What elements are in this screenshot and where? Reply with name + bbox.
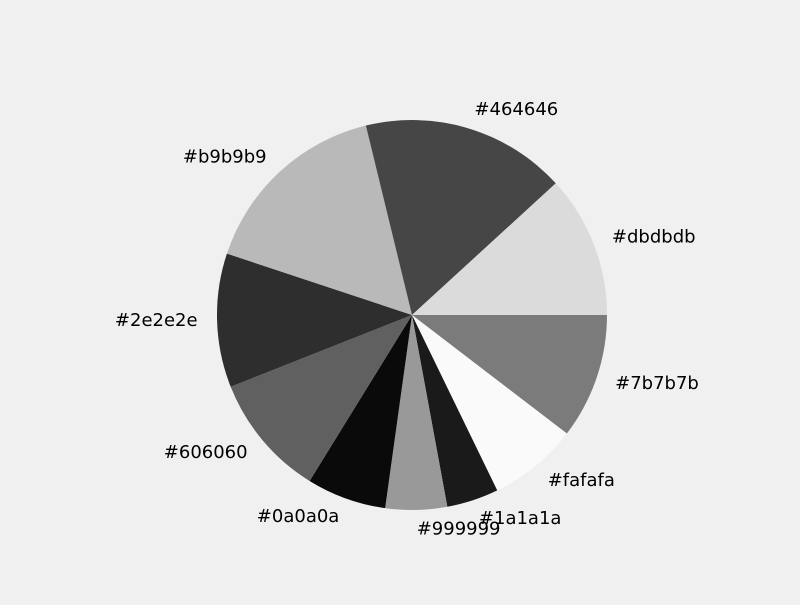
pie-label-0a0a0a: #0a0a0a (257, 506, 340, 527)
pie-label-606060: #606060 (164, 442, 248, 463)
pie-slice-606060 (230, 315, 412, 481)
pie-slice-7b7b7b (412, 315, 608, 434)
pie-slice-b9b9b9 (226, 125, 412, 315)
pie-label-dbdbdb: #dbdbdb (612, 226, 696, 247)
pie-slice-999999 (385, 315, 448, 510)
pie-slice-dbdbdb (412, 183, 607, 315)
pie-label-fafafa: #fafafa (548, 470, 615, 491)
pie-label-1a1a1a: #1a1a1a (479, 508, 562, 529)
pie-slice-fafafa (412, 315, 567, 491)
pie-slice-0a0a0a (309, 315, 412, 509)
pie-label-b9b9b9: #b9b9b9 (183, 146, 267, 167)
pie-slices (217, 119, 608, 510)
pie-label-999999: #999999 (417, 518, 501, 539)
pie-labels: #7b7b7b #fafafa #1a1a1a#999999 #0a0a0a #6060… (115, 99, 699, 540)
pie-slice-1a1a1a (412, 315, 498, 507)
pie-label-464646: #464646 (474, 99, 558, 120)
pie-label-7b7b7b: #7b7b7b (615, 373, 699, 394)
pie-slice-2e2e2e (217, 253, 412, 387)
pie-label-2e2e2e: #2e2e2e (115, 310, 198, 331)
pie-slice-464646 (365, 119, 556, 315)
